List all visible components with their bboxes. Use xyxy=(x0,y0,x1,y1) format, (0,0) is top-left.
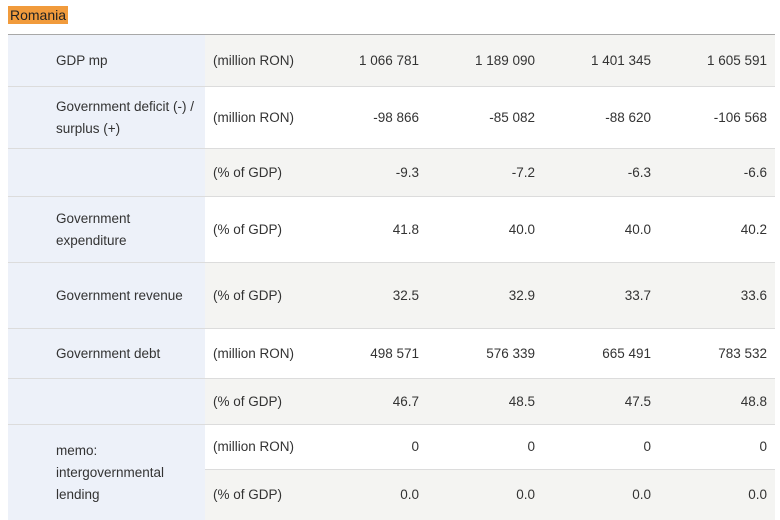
row-label-cell: Government debt xyxy=(8,328,205,379)
value-cell: 0.0 xyxy=(311,469,427,520)
value-cell: 40.0 xyxy=(427,196,543,263)
table-row: Government debt (million RON) 498 571 57… xyxy=(8,328,775,379)
table-row: (% of GDP) 46.7 48.5 47.5 48.8 xyxy=(8,378,775,425)
unit-cell: (% of GDP) xyxy=(205,148,311,197)
table-row: Government revenue (% of GDP) 32.5 32.9 … xyxy=(8,262,775,329)
value-cell: 40.0 xyxy=(543,196,659,263)
table-row: GDP mp (million RON) 1 066 781 1 189 090… xyxy=(8,34,775,87)
value-cell: -7.2 xyxy=(427,148,543,197)
row-label-cell: Government deficit (-) / surplus (+) xyxy=(8,86,205,149)
value-cell: 48.8 xyxy=(659,378,775,425)
value-cell: 498 571 xyxy=(311,328,427,379)
value-cell: 0 xyxy=(543,424,659,470)
stats-table: GDP mp (million RON) 1 066 781 1 189 090… xyxy=(8,34,775,520)
unit-cell: (million RON) xyxy=(205,424,311,470)
row-label-cell: GDP mp xyxy=(8,34,205,87)
value-cell: -6.3 xyxy=(543,148,659,197)
value-cell: -98 866 xyxy=(311,86,427,149)
value-cell: 0 xyxy=(659,424,775,470)
value-cell: 41.8 xyxy=(311,196,427,263)
row-label-cell xyxy=(8,148,205,197)
value-cell: 0 xyxy=(427,424,543,470)
table-row: Government deficit (-) / surplus (+) (mi… xyxy=(8,86,775,149)
value-cell: 32.5 xyxy=(311,262,427,329)
value-cell: 0.0 xyxy=(543,469,659,520)
unit-cell: (million RON) xyxy=(205,328,311,379)
value-cell: 1 066 781 xyxy=(311,34,427,87)
value-cell: -106 568 xyxy=(659,86,775,149)
unit-cell: (% of GDP) xyxy=(205,196,311,263)
row-label-cell: Government revenue xyxy=(8,262,205,329)
unit-cell: (million RON) xyxy=(205,34,311,87)
unit-cell: (% of GDP) xyxy=(205,469,311,520)
value-cell: -9.3 xyxy=(311,148,427,197)
value-cell: 0.0 xyxy=(659,469,775,520)
unit-cell: (% of GDP) xyxy=(205,378,311,425)
value-cell: 665 491 xyxy=(543,328,659,379)
unit-cell: (% of GDP) xyxy=(205,262,311,329)
row-label-cell: memo: intergovernmental lending xyxy=(8,424,205,520)
table-row: (% of GDP) -9.3 -7.2 -6.3 -6.6 xyxy=(8,148,775,197)
value-cell: 47.5 xyxy=(543,378,659,425)
value-cell: 46.7 xyxy=(311,378,427,425)
value-cell: 1 189 090 xyxy=(427,34,543,87)
row-label-cell xyxy=(8,378,205,425)
value-cell: 576 339 xyxy=(427,328,543,379)
country-highlight: Romania xyxy=(8,6,69,24)
value-cell: 48.5 xyxy=(427,378,543,425)
table-row: Government expenditure (% of GDP) 41.8 4… xyxy=(8,196,775,263)
value-cell: 1 401 345 xyxy=(543,34,659,87)
value-cell: 0.0 xyxy=(427,469,543,520)
value-cell: -88 620 xyxy=(543,86,659,149)
value-cell: 33.6 xyxy=(659,262,775,329)
value-cell: 783 532 xyxy=(659,328,775,379)
value-cell: 33.7 xyxy=(543,262,659,329)
value-cell: 1 605 591 xyxy=(659,34,775,87)
table-row: (% of GDP) 0.0 0.0 0.0 0.0 xyxy=(8,469,775,520)
unit-cell: (million RON) xyxy=(205,86,311,149)
row-label-cell: Government expenditure xyxy=(8,196,205,263)
value-cell: 32.9 xyxy=(427,262,543,329)
country-title: Romania xyxy=(8,5,780,25)
value-cell: 40.2 xyxy=(659,196,775,263)
value-cell: 0 xyxy=(311,424,427,470)
table-row: memo: intergovernmental lending (million… xyxy=(8,424,775,520)
value-cell: -85 082 xyxy=(427,86,543,149)
value-cell: -6.6 xyxy=(659,148,775,197)
